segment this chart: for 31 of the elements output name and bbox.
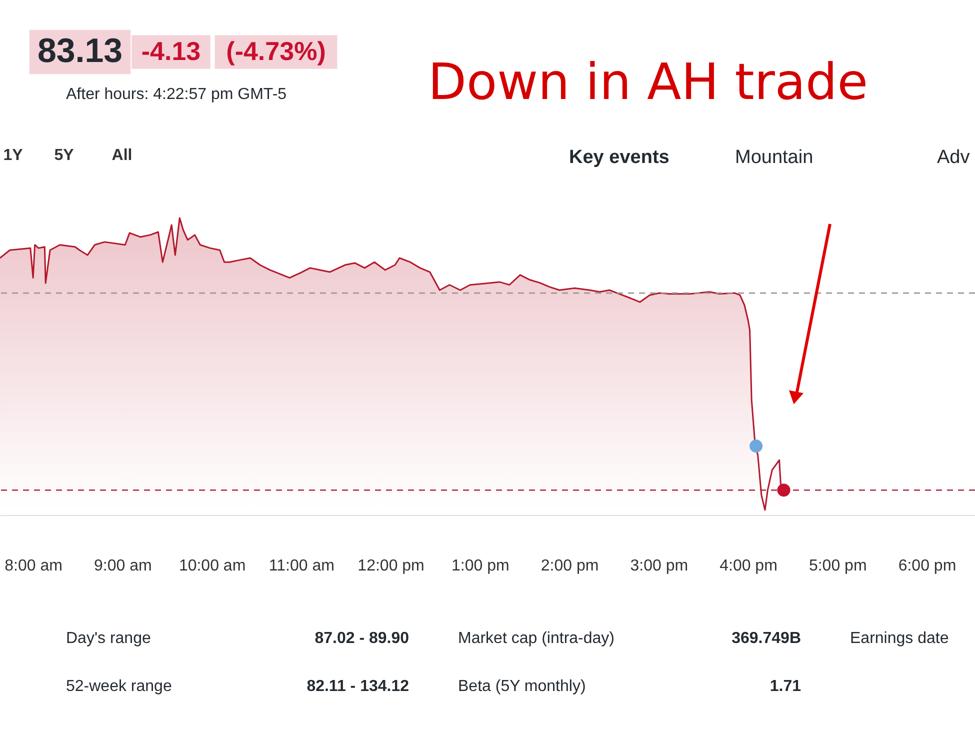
text: (-4.73%) (226, 36, 326, 66)
text: 369.749B (732, 630, 801, 647)
x-tick-label: 3:00 pm (630, 558, 688, 574)
x-tick-label: 6:00 pm (898, 558, 956, 574)
x-tick-label: 4:00 pm (720, 558, 778, 574)
x-tick-label: 11:00 am (268, 558, 334, 574)
text: After hours: 4:22:57 pm GMT-5 (66, 86, 287, 103)
text: Market cap (intra-day) (458, 630, 614, 647)
text: Mountain (735, 147, 814, 168)
text: Beta (5Y monthly) (458, 678, 586, 695)
x-tick-label: 1:00 pm (451, 558, 510, 574)
text: 82.11 - 134.12 (306, 678, 410, 695)
text: Key events (569, 147, 670, 168)
text: Down in AH trade (428, 53, 868, 111)
x-tick-label: 8:00 am (4, 558, 62, 574)
text: Adv (937, 147, 970, 168)
text: Earnings date (850, 630, 949, 647)
text: 52-week range (66, 678, 172, 695)
x-tick-label: 9:00 am (94, 558, 152, 574)
text: 87.02 - 89.90 (314, 630, 410, 647)
text: 5Y (54, 147, 74, 164)
text: Day's range (66, 630, 151, 647)
text: All (112, 147, 132, 164)
x-tick-label: 10:00 am (178, 558, 246, 574)
x-tick-label: 5:00 pm (808, 558, 867, 574)
text: 83.13 (37, 32, 123, 70)
text: 1Y (3, 147, 24, 164)
text: 1.71 (770, 678, 802, 695)
x-tick-label: 12:00 pm (358, 558, 424, 574)
text: -4.13 (141, 36, 201, 66)
x-tick-label: 2:00 pm (540, 558, 599, 574)
